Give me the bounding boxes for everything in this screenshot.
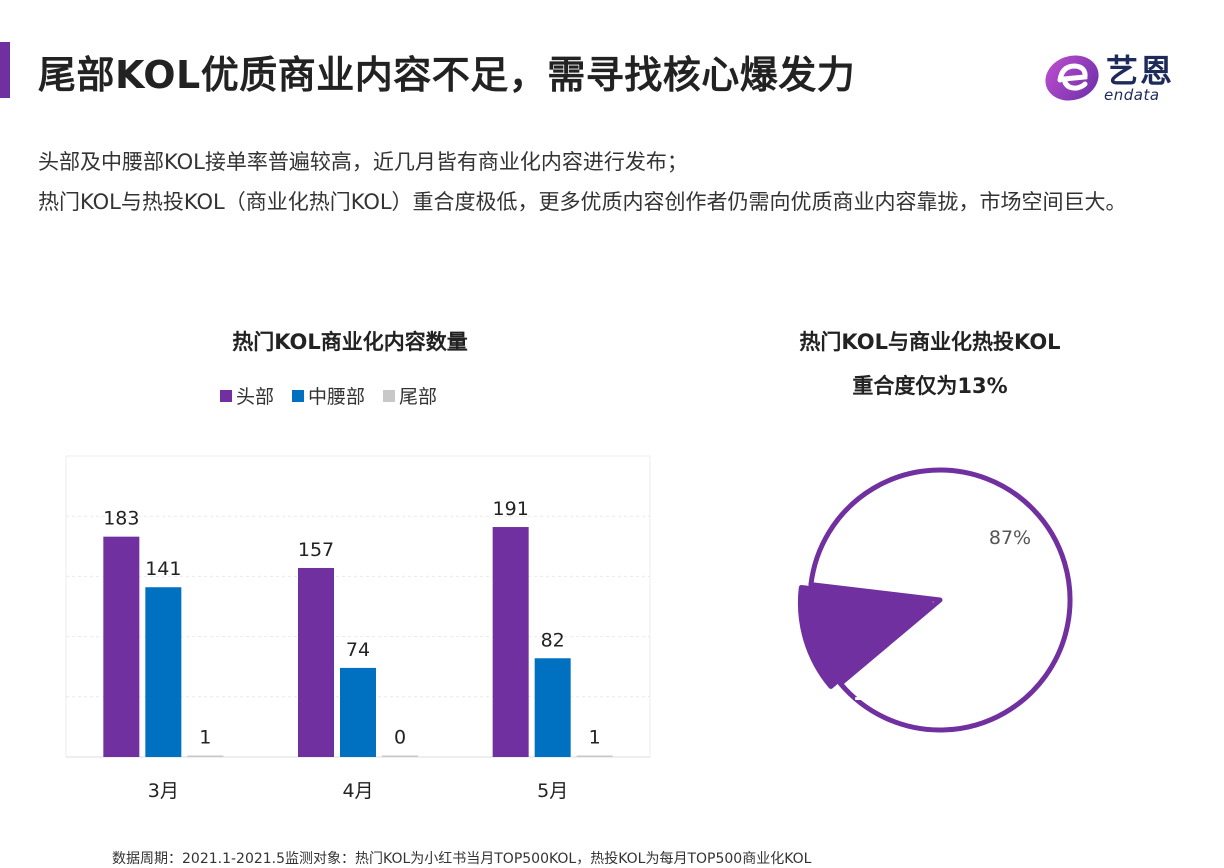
legend-label-head: 头部 — [236, 386, 275, 408]
bar-chart: 183 141 1 3月 157 74 0 4月 191 82 1 5月 — [65, 455, 651, 802]
bar-data-label: 0 — [394, 727, 406, 749]
pie-chart: 87% 13% — [797, 467, 1073, 733]
pie-slice-large — [808, 467, 1073, 733]
intro-text: 头部及中腰部KOL接单率普遍较高，近几月皆有商业化内容进行发布； 热门KOL与热… — [38, 142, 1198, 222]
logo-text-cn: 艺恩 — [1106, 52, 1175, 90]
bar-chart-title: 热门KOL商业化内容数量 — [232, 330, 468, 354]
logo-text-en: endata — [1104, 86, 1160, 104]
bar-data-label: 1 — [589, 727, 601, 749]
bar-data-label: 74 — [346, 639, 370, 661]
endata-logo-icon — [1045, 55, 1099, 101]
legend-item-tail: 尾部 — [383, 382, 437, 409]
pie-slice-small — [797, 584, 933, 689]
x-tick-label: 3月 — [148, 780, 179, 802]
logo: 艺恩 endata — [1040, 46, 1190, 106]
bar — [382, 755, 418, 757]
bar-data-label: 1 — [199, 727, 211, 749]
pie-chart-title-line-2: 重合度仅为13% — [852, 374, 1008, 398]
bar — [298, 567, 334, 757]
intro-line-1: 头部及中腰部KOL接单率普遍较高，近几月皆有商业化内容进行发布； — [38, 150, 688, 174]
bar — [340, 667, 376, 757]
legend-swatch-mid — [292, 389, 305, 402]
bar-data-label: 191 — [493, 498, 529, 520]
pie-chart-title-line-1: 热门KOL与商业化热投KOL — [799, 330, 1061, 354]
legend-swatch-tail — [383, 389, 396, 402]
intro-line-2: 热门KOL与热投KOL（商业化热门KOL）重合度极低，更多优质内容创作者仍需向优… — [38, 190, 1127, 214]
legend-swatch-head — [220, 389, 232, 402]
bar — [576, 755, 613, 757]
bar — [145, 587, 182, 757]
bar-data-label: 157 — [298, 539, 334, 561]
bar-data-label: 82 — [541, 629, 565, 651]
legend-label-tail: 尾部 — [399, 386, 438, 408]
bar-data-label: 141 — [145, 558, 181, 580]
footnote: 数据周期：2021.1-2021.5监测对象：热门KOL为小红书当月TOP500… — [112, 851, 812, 867]
title-accent-bar — [0, 42, 10, 98]
legend-item-mid: 中腰部 — [292, 382, 365, 409]
pie-label-small: 13% — [853, 681, 906, 706]
bar — [187, 755, 224, 757]
legend-item-head: 头部 — [220, 382, 274, 409]
bar — [492, 527, 529, 757]
bar-data-label: 183 — [103, 508, 139, 530]
page-title: 尾部KOL优质商业内容不足，需寻找核心爆发力 — [38, 53, 856, 97]
bar — [103, 536, 140, 757]
bar — [534, 658, 571, 757]
legend-label-mid: 中腰部 — [308, 386, 366, 408]
x-tick-label: 5月 — [537, 780, 568, 802]
bar-chart-legend: 头部 中腰部 尾部 — [220, 382, 437, 409]
pie-label-large: 87% — [989, 527, 1031, 549]
x-tick-label: 4月 — [342, 780, 373, 802]
